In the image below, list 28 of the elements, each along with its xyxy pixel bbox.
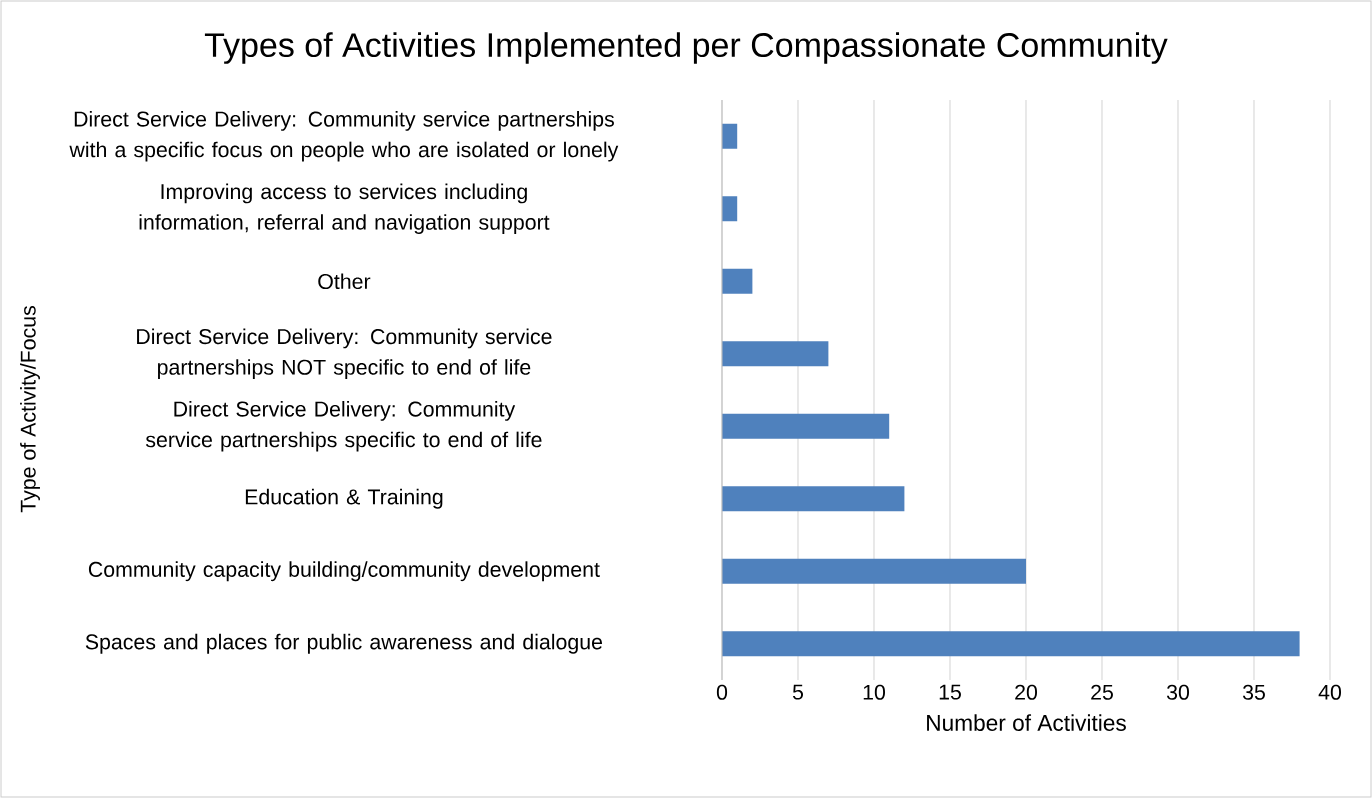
x-tick-label: 40: [1318, 684, 1342, 700]
y-tick-label: Other: [318, 273, 371, 290]
y-tick-label: Spaces and places for public awareness and dialogue: [85, 633, 603, 654]
x-tick-label: 5: [792, 684, 804, 700]
bar: [722, 268, 753, 294]
bar: [722, 341, 829, 367]
y-tick-label: Community capacity building/community development: [88, 561, 600, 582]
y-axis-title: Type of Activity/Focus: [20, 306, 40, 513]
bar: [722, 486, 905, 512]
x-tick-label: 0: [716, 684, 728, 700]
y-tick-label: Direct Service Delivery: Community service partnerships specific to end of life: [145, 400, 542, 452]
x-tick-label: 35: [1242, 684, 1265, 700]
x-tick-label: 15: [939, 684, 961, 700]
x-tick-label: 25: [1091, 684, 1113, 700]
bar: [722, 631, 1300, 657]
x-tick-label: 30: [1166, 684, 1190, 700]
bar: [722, 123, 738, 149]
bar: [722, 413, 890, 439]
y-tick-label: Education & Training: [245, 488, 443, 509]
bar: [722, 196, 738, 222]
y-tick-label: Direct Service Delivery: Community service partnerships with a specific focus on people who are isolated or lonely: [69, 110, 619, 162]
y-tick-label: Improving access to services including information, referral and navigation support: [139, 183, 550, 235]
x-tick-label: 20: [1015, 684, 1038, 700]
x-tick-label: 10: [863, 684, 886, 700]
y-tick-label: Direct Service Delivery: Community service partnerships NOT specific to end of life: [137, 328, 552, 380]
bar: [722, 558, 1026, 584]
chart-title: Types of Activities Implemented per Compassionate Community: [204, 32, 1168, 64]
x-axis-title: Number of Activities: [927, 714, 1126, 731]
